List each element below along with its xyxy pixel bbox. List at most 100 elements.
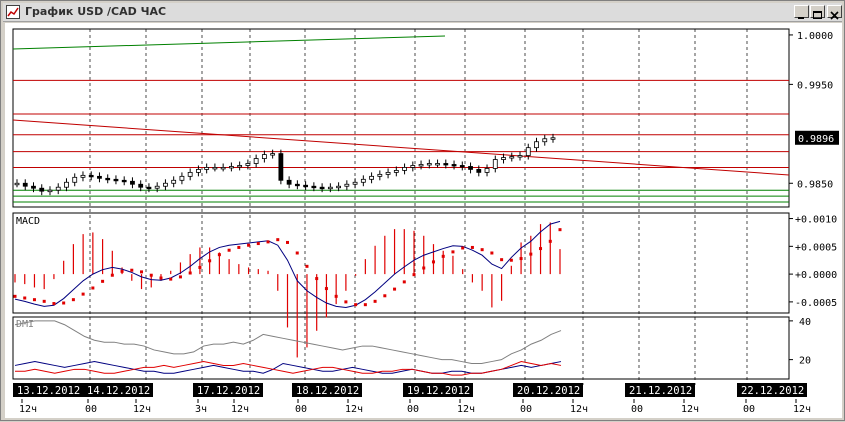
price-candle-body [542, 138, 548, 143]
date-label: 17.12.2012 [197, 385, 260, 397]
price-candle-body [468, 166, 473, 170]
macd-signal-dot [363, 303, 367, 307]
price-candle-body [253, 158, 259, 164]
macd-axis-label: +0.0005 [795, 242, 837, 253]
macd-signal-dot [324, 287, 328, 291]
maximize-icon [813, 11, 822, 19]
price-candle-body [443, 163, 449, 166]
macd-signal-dot [120, 269, 124, 273]
price-candle-body [22, 182, 28, 187]
dmi-panel-label: DMI [16, 319, 34, 330]
macd-signal-dot [412, 273, 416, 277]
macd-signal-dot [315, 277, 319, 281]
date-label: 19.12.2012 [407, 385, 470, 397]
price-candle-body [204, 167, 210, 170]
price-candle-body [105, 177, 111, 181]
date-label-box [625, 383, 695, 397]
chart-area[interactable]: 1.0000 0.9950 0.9850 0.9896 MACD +0.0010 +0.00… [5, 23, 842, 418]
date-label-box [737, 383, 807, 397]
time-label: 00 [85, 404, 97, 415]
macd-signal-dot [276, 238, 280, 242]
price-candle-body [154, 185, 160, 189]
time-label: 00 [631, 404, 643, 415]
date-label: 21.12.2012 [629, 385, 692, 397]
price-candle-body [492, 159, 498, 169]
price-candle-body [294, 183, 300, 187]
macd-panel-frame [12, 212, 790, 314]
dmi-plus-di-line [14, 361, 562, 374]
time-label: 12ч [345, 404, 363, 415]
window-title: График USD /CAD ЧАС [25, 5, 167, 18]
price-axis-label: 0.9950 [797, 80, 833, 91]
price-axis-label: 1.0000 [797, 31, 833, 42]
close-button[interactable] [827, 5, 842, 20]
chart-app-icon [6, 5, 20, 19]
price-candle-body [336, 185, 342, 189]
macd-signal-dot [334, 294, 338, 298]
macd-signal-dot [110, 273, 114, 277]
time-label: 00 [407, 404, 419, 415]
price-candle-body [402, 167, 407, 171]
price-candle-body [270, 153, 276, 156]
price-candle-body [146, 186, 152, 190]
date-label: 20.12.2012 [517, 385, 580, 397]
current-price-box [795, 130, 839, 145]
price-candle-body [344, 183, 350, 187]
price-candle-body [278, 153, 284, 181]
macd-signal-dot [480, 248, 484, 252]
price-candle-body [369, 175, 374, 180]
minimize-button[interactable] [794, 5, 809, 19]
time-label: 12ч [133, 404, 151, 415]
macd-signal-dot [198, 265, 202, 269]
price-candle-body [435, 163, 440, 166]
price-candle-body [80, 174, 86, 178]
macd-signal-dot [140, 270, 144, 274]
price-candle-body [64, 181, 69, 188]
price-panel-frame [12, 28, 790, 208]
macd-signal-dot [42, 299, 46, 303]
price-candle-body [39, 187, 45, 192]
time-label: 00 [295, 404, 307, 415]
price-candle-body [327, 186, 333, 190]
macd-line [14, 220, 561, 308]
chart-canvas[interactable]: 1.0000 0.9950 0.9850 0.9896 MACD +0.0010 +0.00… [5, 23, 842, 418]
price-candle-body [550, 137, 556, 140]
time-label: 3ч [195, 404, 207, 415]
macd-signal-dot [169, 277, 173, 281]
macd-signal-dot [373, 299, 377, 303]
price-candle-body [509, 156, 515, 159]
date-label: 22.12.2012 [741, 385, 804, 397]
macd-signal-dot [393, 287, 397, 291]
time-label: 12ч [19, 404, 37, 415]
price-candle-body [171, 179, 177, 184]
macd-signal-dot [558, 228, 562, 232]
date-label: 13.12.2012 [17, 385, 80, 397]
macd-signal-dot [461, 246, 465, 250]
macd-signal-dot [208, 259, 212, 263]
macd-signal-dot [227, 248, 231, 252]
macd-signal-dot [548, 239, 552, 243]
dmi-minus-di-line [15, 361, 562, 376]
macd-signal-dot [451, 250, 455, 254]
macd-axis-label: +0.0000 [795, 270, 837, 281]
price-candle-body [476, 169, 482, 173]
date-label: 14.12.2012 [87, 385, 150, 397]
macd-signal-dot [519, 257, 523, 261]
date-label-box [292, 383, 362, 397]
macd-signal-dot [247, 243, 251, 247]
price-candle-body [352, 181, 358, 185]
macd-signal-dot [305, 264, 309, 268]
price-candle-body [47, 189, 53, 193]
macd-signal-dot [52, 302, 56, 306]
price-candle-body [220, 167, 226, 170]
macd-signal-dot [431, 260, 435, 264]
macd-signal-dot [178, 275, 182, 279]
price-candle-body [97, 175, 102, 179]
title-bar[interactable]: График USD /CAD ЧАС [3, 3, 842, 22]
macd-signal-dot [354, 303, 358, 307]
current-price-label: 0.9896 [798, 134, 834, 145]
macd-signal-dot [266, 240, 270, 244]
maximize-button[interactable] [810, 5, 825, 19]
chart-background [5, 23, 842, 418]
dmi-panel-frame [12, 316, 790, 380]
